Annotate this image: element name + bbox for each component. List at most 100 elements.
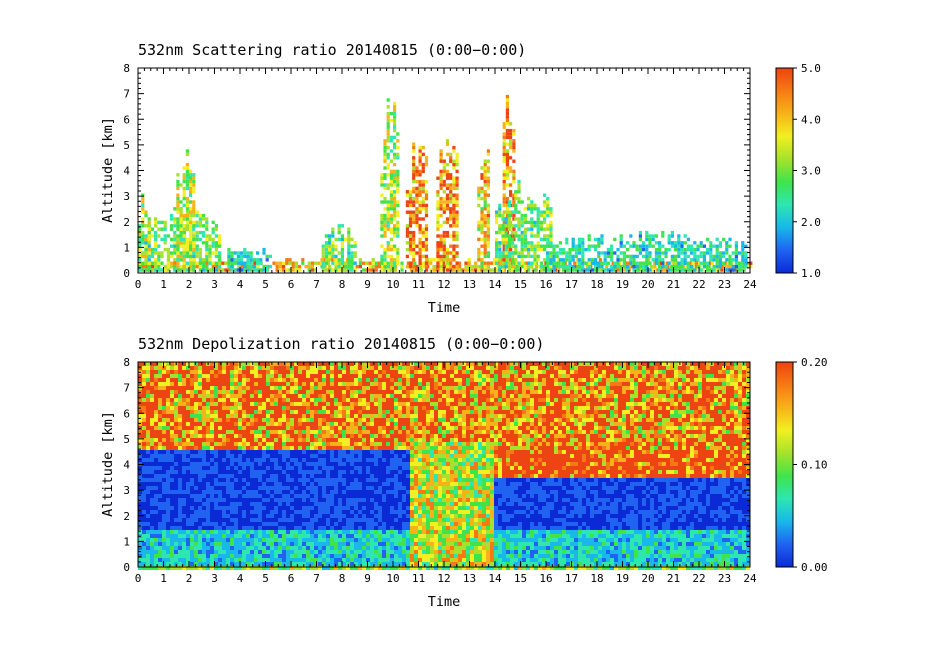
heatmap-cell (598, 398, 602, 402)
heatmap-cell (286, 366, 290, 370)
heatmap-cell (738, 378, 742, 382)
heatmap-cell (638, 264, 642, 269)
heatmap-cell (712, 264, 716, 269)
heatmap-cell (574, 394, 578, 398)
heatmap-cell (632, 268, 636, 272)
heatmap-cell (726, 414, 730, 418)
heatmap-cell (383, 261, 387, 265)
x-tick-label: 15 (514, 278, 527, 291)
heatmap-cell (142, 418, 146, 422)
heatmap-cell (186, 366, 190, 370)
heatmap-cell (466, 406, 470, 410)
heatmap-cell (683, 261, 687, 265)
heatmap-cell (430, 362, 434, 366)
heatmap-cell (396, 254, 400, 259)
heatmap-cell (322, 390, 326, 394)
heatmap-cell (347, 247, 351, 252)
heatmap-cell (166, 251, 170, 255)
heatmap-cell (210, 406, 214, 410)
heatmap-cell (474, 370, 478, 374)
heatmap-cell (506, 370, 510, 374)
heatmap-cell (393, 264, 397, 269)
colorbar-tick-label: 2.0 (801, 216, 821, 229)
heatmap-cell (270, 410, 274, 414)
heatmap-cell (378, 378, 382, 382)
heatmap-cell (648, 241, 652, 245)
heatmap-cell (683, 234, 687, 238)
heatmap-cell (650, 394, 654, 398)
heatmap-cell (718, 410, 722, 414)
heatmap-cell (408, 230, 413, 235)
heatmap-cell (449, 159, 453, 163)
heatmap-cell (354, 366, 358, 370)
heatmap-cell (365, 268, 369, 272)
heatmap-cell (483, 176, 487, 180)
heatmap-cell (552, 264, 556, 269)
heatmap-cell (505, 159, 509, 163)
heatmap-cell (405, 210, 409, 214)
heatmap-cell (218, 394, 222, 398)
heatmap-cell (198, 224, 202, 228)
heatmap-cell (310, 374, 314, 378)
heatmap-cell (324, 251, 328, 255)
heatmap-cell (230, 264, 234, 269)
heatmap-cell (530, 247, 534, 252)
heatmap-cell (674, 254, 678, 259)
heatmap-cell (712, 258, 716, 262)
heatmap-cell (278, 366, 282, 370)
heatmap-cell (350, 378, 354, 382)
heatmap-cell (502, 394, 506, 398)
heatmap-cell (725, 268, 729, 272)
heatmap-cell (706, 251, 710, 255)
heatmap-cell (455, 224, 459, 228)
heatmap-cell (731, 264, 735, 269)
heatmap-cell (396, 258, 400, 262)
heatmap-cell (310, 414, 314, 418)
heatmap-cell (714, 402, 718, 406)
heatmap-cell (328, 241, 332, 245)
heatmap-cell (504, 224, 508, 228)
heatmap-cell (294, 268, 298, 272)
heatmap-cell (330, 398, 334, 402)
heatmap-cell (520, 247, 524, 252)
heatmap-cell (138, 268, 142, 272)
heatmap-cell (630, 398, 634, 402)
heatmap-cell (202, 402, 206, 406)
heatmap-cell (178, 406, 182, 410)
heatmap-cell (490, 402, 494, 406)
heatmap-cell (530, 402, 534, 406)
heatmap-cell (358, 386, 362, 390)
heatmap-cell (291, 264, 295, 269)
heatmap-cell (614, 402, 618, 406)
heatmap-cell (470, 268, 474, 272)
heatmap-cell (144, 244, 148, 248)
heatmap-cell (338, 390, 342, 394)
heatmap-cell (581, 268, 585, 272)
colorbar-tick-label: 5.0 (801, 62, 821, 75)
heatmap-cell (208, 247, 212, 252)
heatmap-cell (680, 241, 684, 245)
heatmap-cell (565, 254, 569, 259)
heatmap-cell (227, 268, 231, 272)
heatmap-cell (658, 374, 662, 378)
heatmap-cell (396, 156, 400, 160)
heatmap-cell (208, 261, 212, 265)
heatmap-cell (406, 402, 410, 406)
heatmap-cell (670, 241, 674, 245)
heatmap-cell (170, 213, 174, 218)
heatmap-cell (358, 362, 362, 366)
heatmap-cell (163, 220, 167, 225)
heatmap-cell (670, 230, 674, 235)
heatmap-cell (562, 414, 566, 418)
heatmap-cell (238, 410, 242, 414)
heatmap-cell (582, 410, 586, 414)
heatmap-cell (477, 193, 481, 197)
heatmap-cell (734, 398, 738, 402)
heatmap-cell (230, 370, 234, 374)
heatmap-cell (654, 247, 658, 252)
heatmap-cell (182, 394, 186, 398)
heatmap-cell (298, 394, 302, 398)
heatmap-cell (230, 386, 234, 390)
heatmap-cell (317, 261, 321, 265)
heatmap-cell (455, 156, 459, 160)
